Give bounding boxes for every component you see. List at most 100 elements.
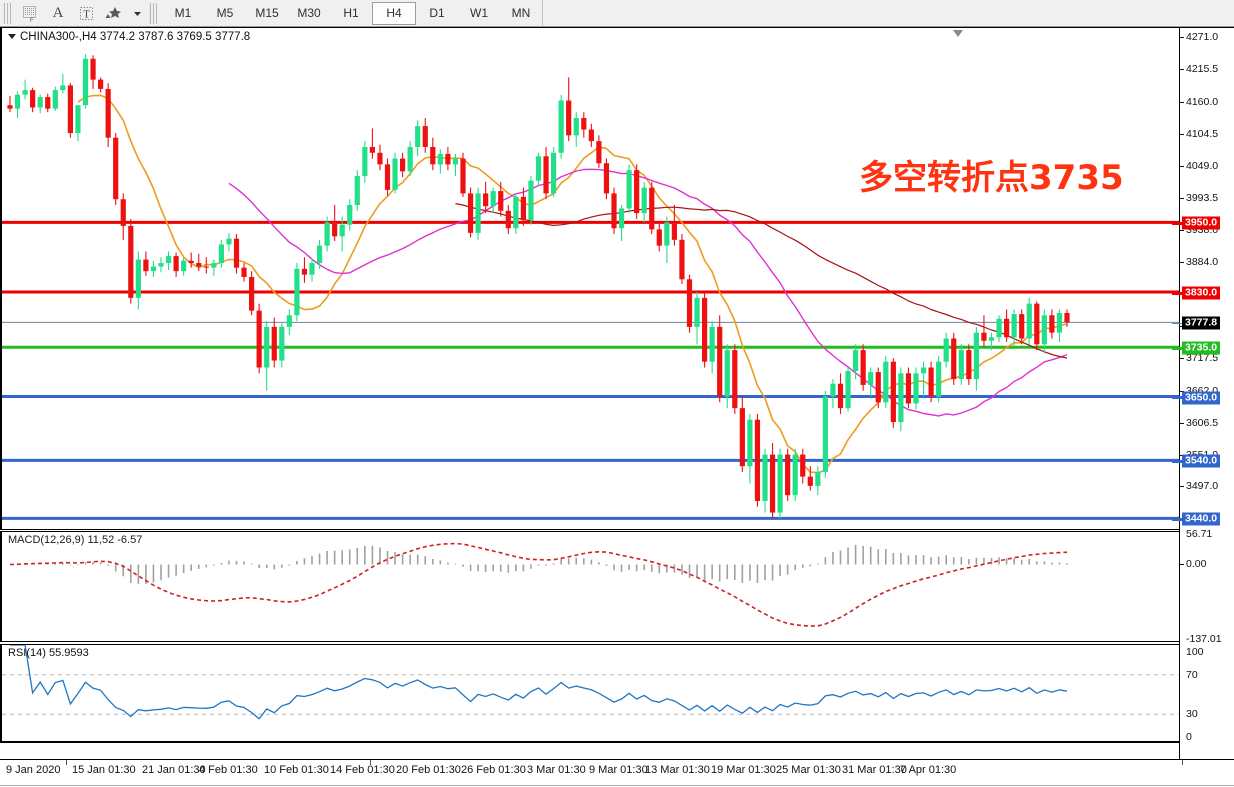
candle-body — [165, 256, 172, 264]
price-badge-support-3650: 3650.0 — [1182, 391, 1221, 405]
candle — [475, 187, 481, 240]
candle-body — [37, 97, 43, 108]
price-axis[interactable]: 4271.0 4215.5 4160.0 4104.5 4049.0 3993.5 3938… — [1172, 28, 1234, 760]
text-label-icon[interactable]: A — [44, 1, 72, 25]
chart-annotation-text: 多空转折点3735 — [859, 158, 1124, 198]
candle-body — [611, 193, 617, 229]
toolbar-grip-2[interactable] — [149, 2, 159, 24]
candle — [316, 239, 323, 269]
candle — [845, 367, 851, 412]
candle — [505, 205, 511, 235]
macd-pane[interactable]: MACD(12,26,9) 11,52 -6.57 — [0, 531, 1179, 642]
candle — [709, 321, 715, 374]
candle — [173, 252, 179, 277]
candle — [686, 274, 693, 333]
price-badge-stub — [1172, 517, 1182, 521]
candle — [105, 83, 111, 147]
candle — [181, 257, 187, 276]
candle — [218, 239, 224, 268]
toolbar-grip-1[interactable] — [3, 2, 13, 24]
timeframe-h4[interactable]: H4 — [372, 1, 416, 25]
rsi-line — [10, 645, 1068, 720]
candle-body — [551, 152, 557, 194]
candle — [913, 367, 919, 410]
timeframe-m1[interactable]: M1 — [174, 6, 192, 20]
text-label-glyph: A — [52, 4, 64, 21]
timeframe-h1[interactable]: H1 — [343, 6, 359, 20]
candle-body — [196, 263, 202, 267]
candle-body — [686, 279, 693, 327]
shapes-dropdown-icon[interactable] — [128, 1, 146, 25]
candle-body — [883, 361, 889, 403]
time-axis-separator — [66, 760, 67, 765]
price-badge-stub — [1172, 346, 1182, 350]
candle — [996, 315, 1002, 342]
candle — [1026, 297, 1032, 345]
candle-body — [747, 419, 753, 467]
candle-body — [422, 126, 428, 147]
candle — [528, 175, 534, 225]
candle — [90, 55, 96, 89]
candle-body — [1019, 314, 1025, 339]
candle-body — [513, 196, 519, 229]
candle — [60, 73, 66, 94]
candle — [520, 187, 526, 226]
time-axis-separator — [370, 760, 371, 765]
candle — [347, 199, 353, 231]
price-pane[interactable]: CHINA300-,H4 3774.2 3787.6 3769.5 3777.8… — [0, 28, 1179, 530]
rsi-tick: 30 — [1186, 708, 1198, 721]
candle — [301, 257, 308, 283]
candle-body — [60, 85, 66, 91]
candle — [52, 86, 58, 111]
candle-body — [173, 256, 179, 272]
price-tick: 4160.0 — [1180, 95, 1234, 109]
candle-body — [430, 146, 436, 165]
candle — [150, 260, 157, 277]
candle — [128, 218, 134, 304]
timeframe-m5[interactable]: M5 — [216, 6, 234, 20]
candle-body — [188, 260, 194, 264]
rsi-svg — [2, 645, 1179, 720]
macd-tick: -137.01 — [1186, 632, 1222, 645]
timeframe-w1[interactable]: W1 — [470, 6, 488, 20]
candle-body — [520, 196, 526, 221]
rsi-tick: 70 — [1186, 668, 1198, 681]
candle — [437, 149, 443, 174]
price-tick: 4104.5 — [1180, 127, 1234, 141]
rsi-pane[interactable]: RSI(14) 55.9593 — [0, 644, 1179, 743]
candle-body — [860, 350, 866, 385]
candle — [1019, 309, 1025, 345]
candle-body — [664, 222, 670, 246]
candle — [988, 332, 995, 351]
shapes-icon[interactable] — [100, 1, 128, 25]
candle-body — [966, 350, 972, 380]
candle — [452, 153, 459, 176]
price-badge-support-3735: 3735.0 — [1182, 341, 1221, 355]
price-tick: 4271.0 — [1180, 30, 1234, 44]
candle — [558, 94, 564, 159]
price-badge-stub — [1172, 396, 1182, 400]
candle-body — [347, 205, 353, 225]
symbol-dropdown-icon[interactable] — [8, 34, 16, 39]
candle-body — [535, 156, 542, 181]
candle — [920, 361, 927, 397]
time-axis[interactable]: 9 Jan 2020 15 Jan 01:30 21 Jan 01:30 4 Feb … — [0, 759, 1234, 787]
crosshair-f-icon[interactable]: F — [16, 1, 44, 25]
candle-body — [996, 318, 1002, 338]
candle-body — [943, 338, 949, 362]
timeframe-m15[interactable]: M15 — [255, 6, 279, 20]
timeframe-mn[interactable]: MN — [511, 6, 531, 20]
ma-orange-line — [77, 94, 1068, 474]
time-label: 26 Feb 01:30 — [461, 764, 526, 776]
candle-body — [1034, 303, 1040, 345]
candle-body — [490, 191, 496, 207]
candle — [860, 344, 866, 391]
text-box-icon[interactable]: T — [72, 1, 100, 25]
timeframe-d1[interactable]: D1 — [429, 6, 445, 20]
candle-body — [634, 170, 640, 214]
candle-body — [1049, 315, 1055, 333]
timeframe-m30[interactable]: M30 — [297, 6, 321, 20]
candle — [769, 442, 776, 519]
candle-body — [709, 326, 715, 362]
